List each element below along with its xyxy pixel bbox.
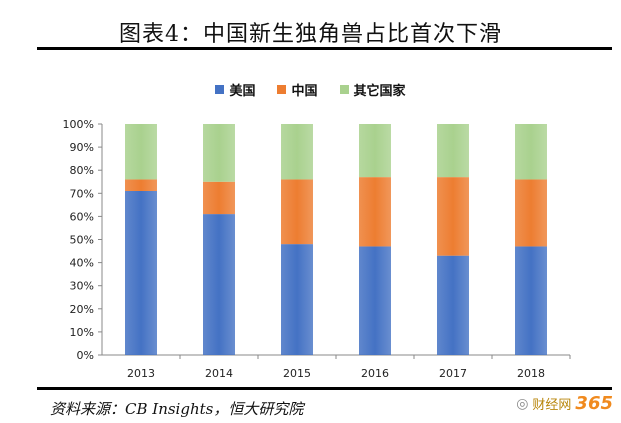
wechat-icon: ◎ xyxy=(516,395,529,412)
bar-other-2016 xyxy=(359,124,391,178)
bar-us-2013 xyxy=(125,190,157,355)
x-tick-label: 2018 xyxy=(517,367,545,380)
watermark-number: 365 xyxy=(575,393,613,414)
legend-item-china: 中国 xyxy=(277,80,318,99)
source-note: 资料来源：CB Insights，恒大研究院 xyxy=(50,400,304,418)
legend-swatch-us xyxy=(215,85,225,94)
bar-other-2015 xyxy=(281,124,313,180)
bar-other-2014 xyxy=(203,124,235,182)
bar-china-2015 xyxy=(281,179,313,245)
watermark: ◎ 财经网 365 xyxy=(516,393,613,414)
bar-other-2018 xyxy=(515,124,547,180)
chart-legend: 美国 中国 其它国家 xyxy=(0,80,621,99)
y-tick-label: 100% xyxy=(63,118,94,131)
legend-label-us: 美国 xyxy=(229,84,256,99)
legend-swatch-other xyxy=(339,85,349,94)
bar-china-2016 xyxy=(359,177,391,247)
y-tick-label: 30% xyxy=(70,280,94,293)
title-underline xyxy=(37,47,612,50)
x-tick-label: 2016 xyxy=(361,367,389,380)
bar-china-2014 xyxy=(203,181,235,215)
bar-us-2018 xyxy=(515,246,547,355)
y-tick-label: 50% xyxy=(70,234,94,247)
y-tick-label: 90% xyxy=(70,141,94,154)
bar-china-2017 xyxy=(437,177,469,256)
legend-label-other: 其它国家 xyxy=(353,84,406,99)
watermark-brand: 财经网 xyxy=(532,398,572,413)
legend-item-other: 其它国家 xyxy=(339,80,406,99)
x-tick-label: 2015 xyxy=(283,367,311,380)
legend-label-china: 中国 xyxy=(291,84,318,99)
y-tick-label: 20% xyxy=(70,303,94,316)
bar-us-2015 xyxy=(281,244,313,355)
legend-swatch-china xyxy=(277,85,287,94)
y-tick-label: 60% xyxy=(70,210,94,223)
y-tick-label: 80% xyxy=(70,164,94,177)
y-tick-label: 40% xyxy=(70,257,94,270)
source-rule xyxy=(37,387,612,390)
bar-other-2013 xyxy=(125,124,157,180)
y-tick-label: 0% xyxy=(77,349,94,362)
y-tick-label: 70% xyxy=(70,187,94,200)
x-tick-label: 2014 xyxy=(205,367,233,380)
x-tick-label: 2013 xyxy=(127,367,155,380)
bar-us-2017 xyxy=(437,255,469,355)
bar-other-2017 xyxy=(437,124,469,178)
x-tick-label: 2017 xyxy=(439,367,467,380)
legend-item-us: 美国 xyxy=(215,80,255,99)
bar-china-2018 xyxy=(515,179,547,247)
bar-china-2013 xyxy=(125,179,157,191)
y-tick-label: 10% xyxy=(70,326,94,339)
chart-title: 图表4：中国新生独角兽占比首次下滑 xyxy=(119,22,502,47)
bar-us-2014 xyxy=(203,214,235,355)
bar-us-2016 xyxy=(359,246,391,355)
